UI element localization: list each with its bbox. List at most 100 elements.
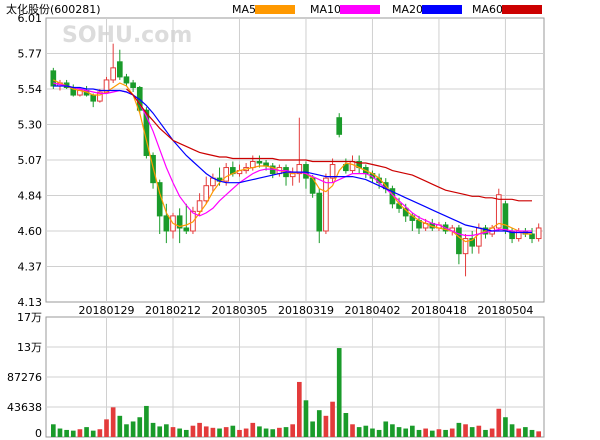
- candle: [63, 79, 70, 89]
- candle: [110, 43, 116, 83]
- volume-bar: [296, 381, 302, 437]
- candle-body: [110, 67, 116, 81]
- legend-label-ma10: MA10: [310, 3, 341, 16]
- price-tick-label: 4.60: [18, 225, 43, 238]
- volume-bar: [536, 431, 542, 437]
- candle: [323, 173, 329, 235]
- date-tick-label: 20180402: [344, 304, 400, 317]
- volume-bar: [70, 430, 76, 437]
- volume-bar: [429, 430, 435, 437]
- price-tick-label: 5.77: [18, 48, 43, 61]
- volume-bar: [290, 424, 296, 437]
- ma60-line: [126, 88, 532, 202]
- candle: [150, 152, 156, 189]
- volume-bar: [303, 400, 309, 437]
- volume-bar: [263, 428, 269, 437]
- volume-bar: [390, 424, 395, 437]
- volume-tick-label: 17万: [17, 311, 42, 324]
- candle-body: [456, 227, 462, 255]
- price-axis: 6.01 5.77 5.54 5.30 5.07 4.84 4.60 4.37 4.13: [18, 12, 43, 309]
- volume-bar: [449, 428, 455, 437]
- volume-bar: [503, 417, 508, 437]
- candle-body: [223, 167, 230, 182]
- volume-bar: [257, 426, 262, 437]
- volume-bar: [496, 408, 502, 437]
- candle-body: [296, 164, 303, 175]
- legend-label-ma5: MA5: [232, 3, 256, 16]
- candle: [303, 161, 309, 189]
- candle-body: [469, 238, 476, 247]
- candle-body: [163, 215, 170, 232]
- volume-bar: [323, 415, 329, 437]
- volume-tick-label: 0: [35, 427, 42, 440]
- volume-bar: [443, 429, 448, 437]
- ma5-line: [53, 79, 532, 243]
- candle: [203, 176, 210, 204]
- volume-bars: [50, 348, 542, 437]
- price-tick-label: 4.13: [18, 296, 43, 309]
- volume-bar: [77, 429, 83, 437]
- volume-bar: [57, 428, 63, 437]
- candle-body: [476, 227, 482, 247]
- moving-averages: [53, 79, 532, 243]
- candle-body: [323, 177, 329, 232]
- candle-body: [130, 82, 136, 88]
- ma10-line: [53, 82, 532, 237]
- candle-body: [303, 164, 309, 179]
- price-tick-label: 4.37: [18, 261, 43, 274]
- volume-bar: [343, 413, 349, 437]
- volume-bar: [363, 425, 369, 437]
- candle-body: [123, 76, 130, 84]
- candle-body: [136, 86, 143, 111]
- date-tick-label: 20180129: [79, 304, 135, 317]
- volume-bar: [203, 426, 209, 437]
- volume-bar: [523, 427, 528, 437]
- candle-body: [97, 91, 103, 102]
- candle: [183, 203, 190, 235]
- candle-body: [203, 185, 210, 202]
- volume-bar: [110, 407, 116, 437]
- legend: MA5 MA10 MA20 MA60: [232, 3, 542, 16]
- candle: [469, 231, 476, 254]
- volume-bar: [50, 424, 56, 437]
- candle-body: [462, 238, 469, 255]
- candle: [116, 49, 123, 80]
- volume-bar: [177, 428, 182, 437]
- volume-bar: [509, 424, 515, 437]
- candle: [336, 113, 343, 138]
- candle: [170, 212, 176, 239]
- volume-bar: [190, 425, 196, 437]
- price-tick-label: 6.01: [18, 12, 43, 25]
- candle-body: [535, 227, 542, 240]
- volume-bar: [150, 422, 156, 437]
- volume-bar: [356, 427, 362, 437]
- candle: [289, 167, 296, 186]
- volume-bar: [210, 427, 216, 437]
- candle-body: [343, 164, 349, 172]
- volume-bar: [316, 410, 322, 437]
- volume-bar: [124, 424, 129, 437]
- price-tick-label: 5.07: [18, 154, 43, 167]
- volume-bar: [130, 421, 136, 437]
- legend-swatch-ma5: [255, 5, 295, 14]
- volume-bar: [436, 429, 442, 437]
- candle: [176, 208, 183, 244]
- date-tick-label: 20180418: [411, 304, 467, 317]
- grid: [46, 18, 544, 437]
- candle-body: [529, 233, 535, 240]
- volume-bar: [410, 425, 415, 437]
- candle-body: [349, 161, 356, 172]
- volume-bar: [223, 427, 229, 437]
- candle-body: [502, 203, 509, 232]
- candle: [163, 203, 170, 244]
- volume-bar: [183, 429, 189, 437]
- candle: [123, 73, 130, 86]
- legend-swatch-ma20: [422, 5, 462, 14]
- volume-bar: [476, 425, 482, 437]
- date-tick-label: 20180319: [278, 304, 334, 317]
- candle-body: [176, 215, 183, 229]
- date-tick-label: 20180212: [145, 304, 201, 317]
- volume-bar: [197, 422, 202, 437]
- volume-tick-label: 87276: [7, 371, 42, 384]
